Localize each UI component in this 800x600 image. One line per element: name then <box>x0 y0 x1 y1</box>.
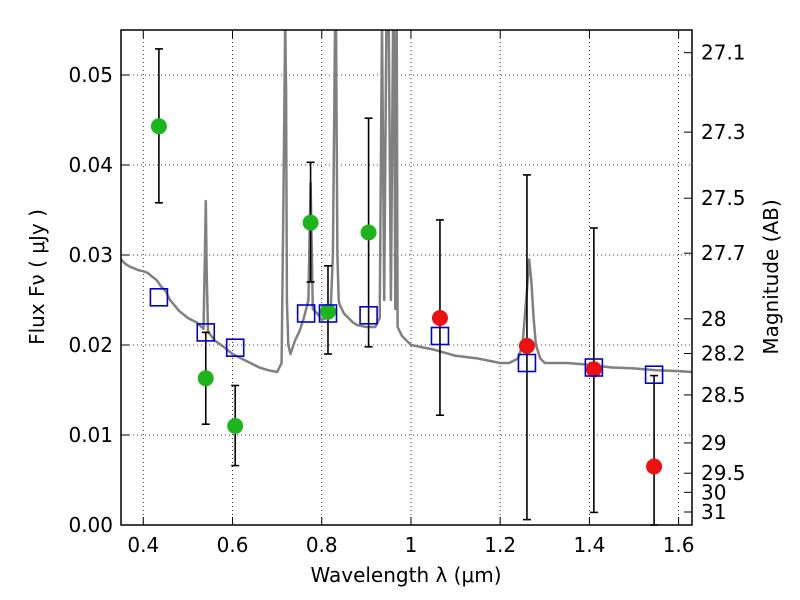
x-tick-label: 1.2 <box>484 533 516 557</box>
model-flux-square <box>225 338 245 358</box>
magnitude-tick-label: 29 <box>701 431 726 455</box>
model-flux-square <box>430 326 450 346</box>
model-flux-square <box>149 287 169 307</box>
sed-model-layer <box>121 30 692 374</box>
model-flux-square <box>517 353 537 373</box>
x-tick-label: 1.4 <box>573 533 605 557</box>
magnitude-tick-label: 31 <box>701 500 726 524</box>
axis-ticks <box>121 30 692 526</box>
grid <box>121 30 692 526</box>
y-axis-label: Flux Fν ( μJy ) <box>25 209 49 345</box>
magnitude-tick-label: 27.7 <box>701 241 746 265</box>
y-tick-label: 0.05 <box>68 63 113 87</box>
y-tick-label: 0.00 <box>68 513 113 537</box>
red-data-point <box>585 361 602 378</box>
x-axis-label: Wavelength λ (μm) <box>310 563 501 587</box>
magnitude-tick-label: 28.2 <box>701 341 746 365</box>
green-data-point <box>319 303 336 320</box>
green-data-point <box>227 418 244 434</box>
magnitude-tick-label: 27.3 <box>701 120 746 144</box>
green-data-point <box>302 214 319 231</box>
x-tick-label: 1.6 <box>663 533 695 557</box>
model-flux-square <box>196 323 216 342</box>
y-tick-label: 0.01 <box>68 423 113 447</box>
magnitude-tick-label: 27.5 <box>701 186 746 210</box>
magnitude-tick-label: 29.5 <box>701 461 746 485</box>
green-data-point <box>360 224 377 241</box>
plot-frame <box>120 29 693 526</box>
model-flux-square <box>584 358 604 377</box>
green-data-point <box>197 370 214 387</box>
model-flux-square <box>296 304 316 323</box>
model-flux-square <box>359 305 378 325</box>
red-data-point <box>646 458 663 475</box>
y-tick-label: 0.04 <box>68 153 113 177</box>
green-data-point <box>150 118 167 135</box>
sed-model-line <box>121 30 692 374</box>
red-data-point <box>431 310 448 326</box>
magnitude-tick-label: 28.5 <box>701 383 746 407</box>
magnitude-tick-label: 28 <box>701 307 726 331</box>
x-tick-label: 0.6 <box>217 533 249 557</box>
x-tick-label: 0.4 <box>127 533 159 557</box>
model-flux-square <box>318 304 338 323</box>
y-tick-labels: 0.00 0.01 0.02 0.03 0.04 0.05 <box>68 63 113 537</box>
x-tick-label: 1 <box>405 533 418 557</box>
magnitude-tick-label: 27.1 <box>701 41 746 65</box>
x-tick-labels: 0.4 0.6 0.8 1 1.2 1.4 1.6 <box>127 533 694 557</box>
magnitude-axis-label: Magnitude (AB) <box>759 199 783 354</box>
y-tick-label: 0.02 <box>68 333 113 357</box>
model-flux-square <box>644 365 664 385</box>
y-tick-label: 0.03 <box>68 243 113 267</box>
errorbar-layer <box>154 48 659 526</box>
x-tick-label: 0.8 <box>306 533 338 557</box>
marker-layer <box>149 118 664 475</box>
magnitude-tick-label: 30 <box>701 480 726 504</box>
red-data-point <box>518 337 535 354</box>
